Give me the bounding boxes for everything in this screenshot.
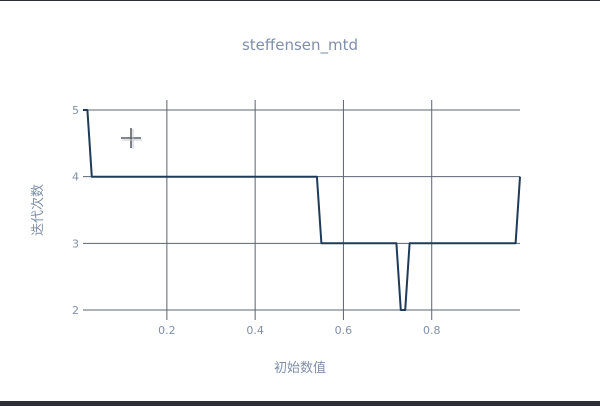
grid-lines (83, 100, 520, 320)
bottom-bar (0, 401, 600, 406)
x-tick-label: 0.2 (158, 324, 176, 337)
series-layer (83, 109, 521, 311)
y-axis-title: 迭代次数 (30, 184, 46, 236)
chart-title: steffensen_mtd (241, 36, 359, 54)
x-tick-label: 0.4 (246, 324, 264, 337)
x-tick-label: 0.8 (423, 324, 441, 337)
y-tick-label: 4 (72, 171, 79, 184)
y-tick-label: 2 (72, 304, 79, 317)
crosshair-icon (121, 128, 142, 149)
y-tick-label: 5 (72, 104, 79, 117)
x-tick-label: 0.6 (335, 324, 353, 337)
y-tick-label: 3 (72, 237, 79, 250)
tick-labels: 2 3 4 5 0.2 0.4 0.6 0.8 (72, 104, 440, 337)
top-divider (0, 0, 600, 1)
series-line (83, 109, 521, 311)
x-axis-title: 初始数值 (274, 360, 326, 376)
axis-titles: 初始数值 迭代次数 (30, 184, 326, 376)
